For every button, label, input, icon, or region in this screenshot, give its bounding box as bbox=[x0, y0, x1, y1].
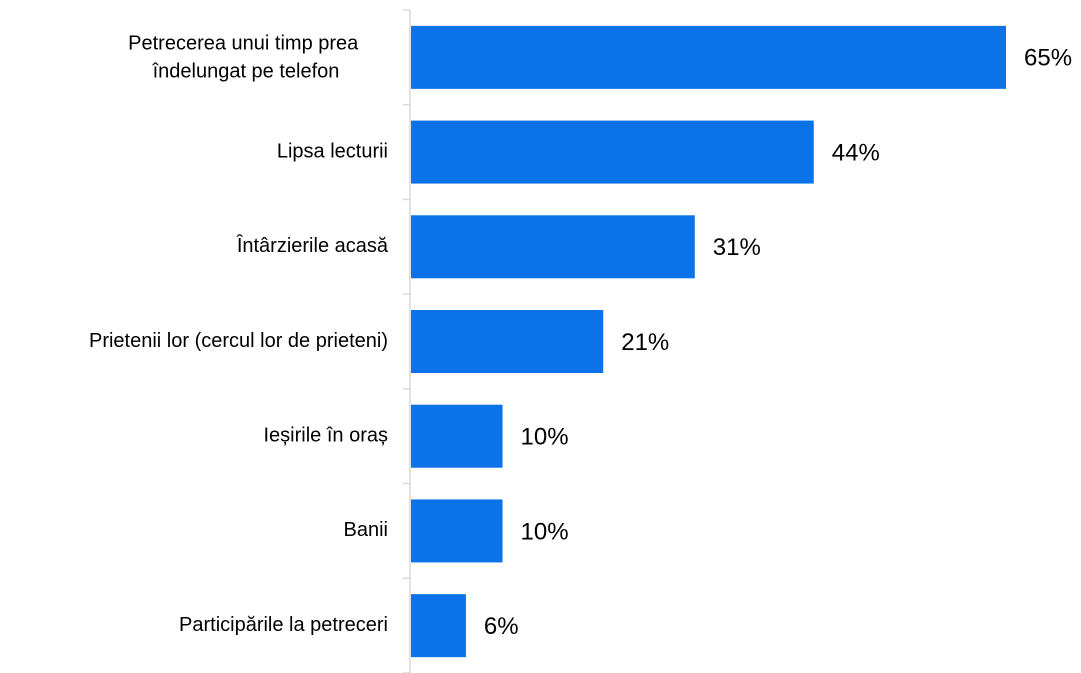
bar bbox=[411, 215, 695, 279]
bar bbox=[411, 499, 503, 563]
category-label: Banii bbox=[344, 519, 388, 541]
value-label: 31% bbox=[713, 234, 761, 261]
value-label: 21% bbox=[621, 329, 669, 356]
category-label: Participările la petreceri bbox=[179, 614, 388, 636]
value-label: 65% bbox=[1024, 45, 1072, 72]
value-label: 44% bbox=[832, 139, 880, 166]
bar bbox=[411, 120, 814, 184]
bar bbox=[411, 404, 503, 468]
value-label: 6% bbox=[484, 613, 519, 640]
category-label: Petrecerea unui timp prea îndelungat pe … bbox=[128, 33, 364, 83]
category-label: Prietenii lor (cercul lor de prieteni) bbox=[89, 330, 388, 352]
category-label: Ieșirile în oraș bbox=[264, 424, 389, 446]
bar bbox=[411, 594, 466, 658]
bar bbox=[411, 310, 604, 373]
value-label: 10% bbox=[521, 518, 569, 545]
value-label: 10% bbox=[521, 424, 569, 451]
bar bbox=[411, 25, 1006, 89]
category-label: Întârzierile acasă bbox=[236, 234, 389, 257]
category-label: Lipsa lecturii bbox=[277, 140, 388, 162]
